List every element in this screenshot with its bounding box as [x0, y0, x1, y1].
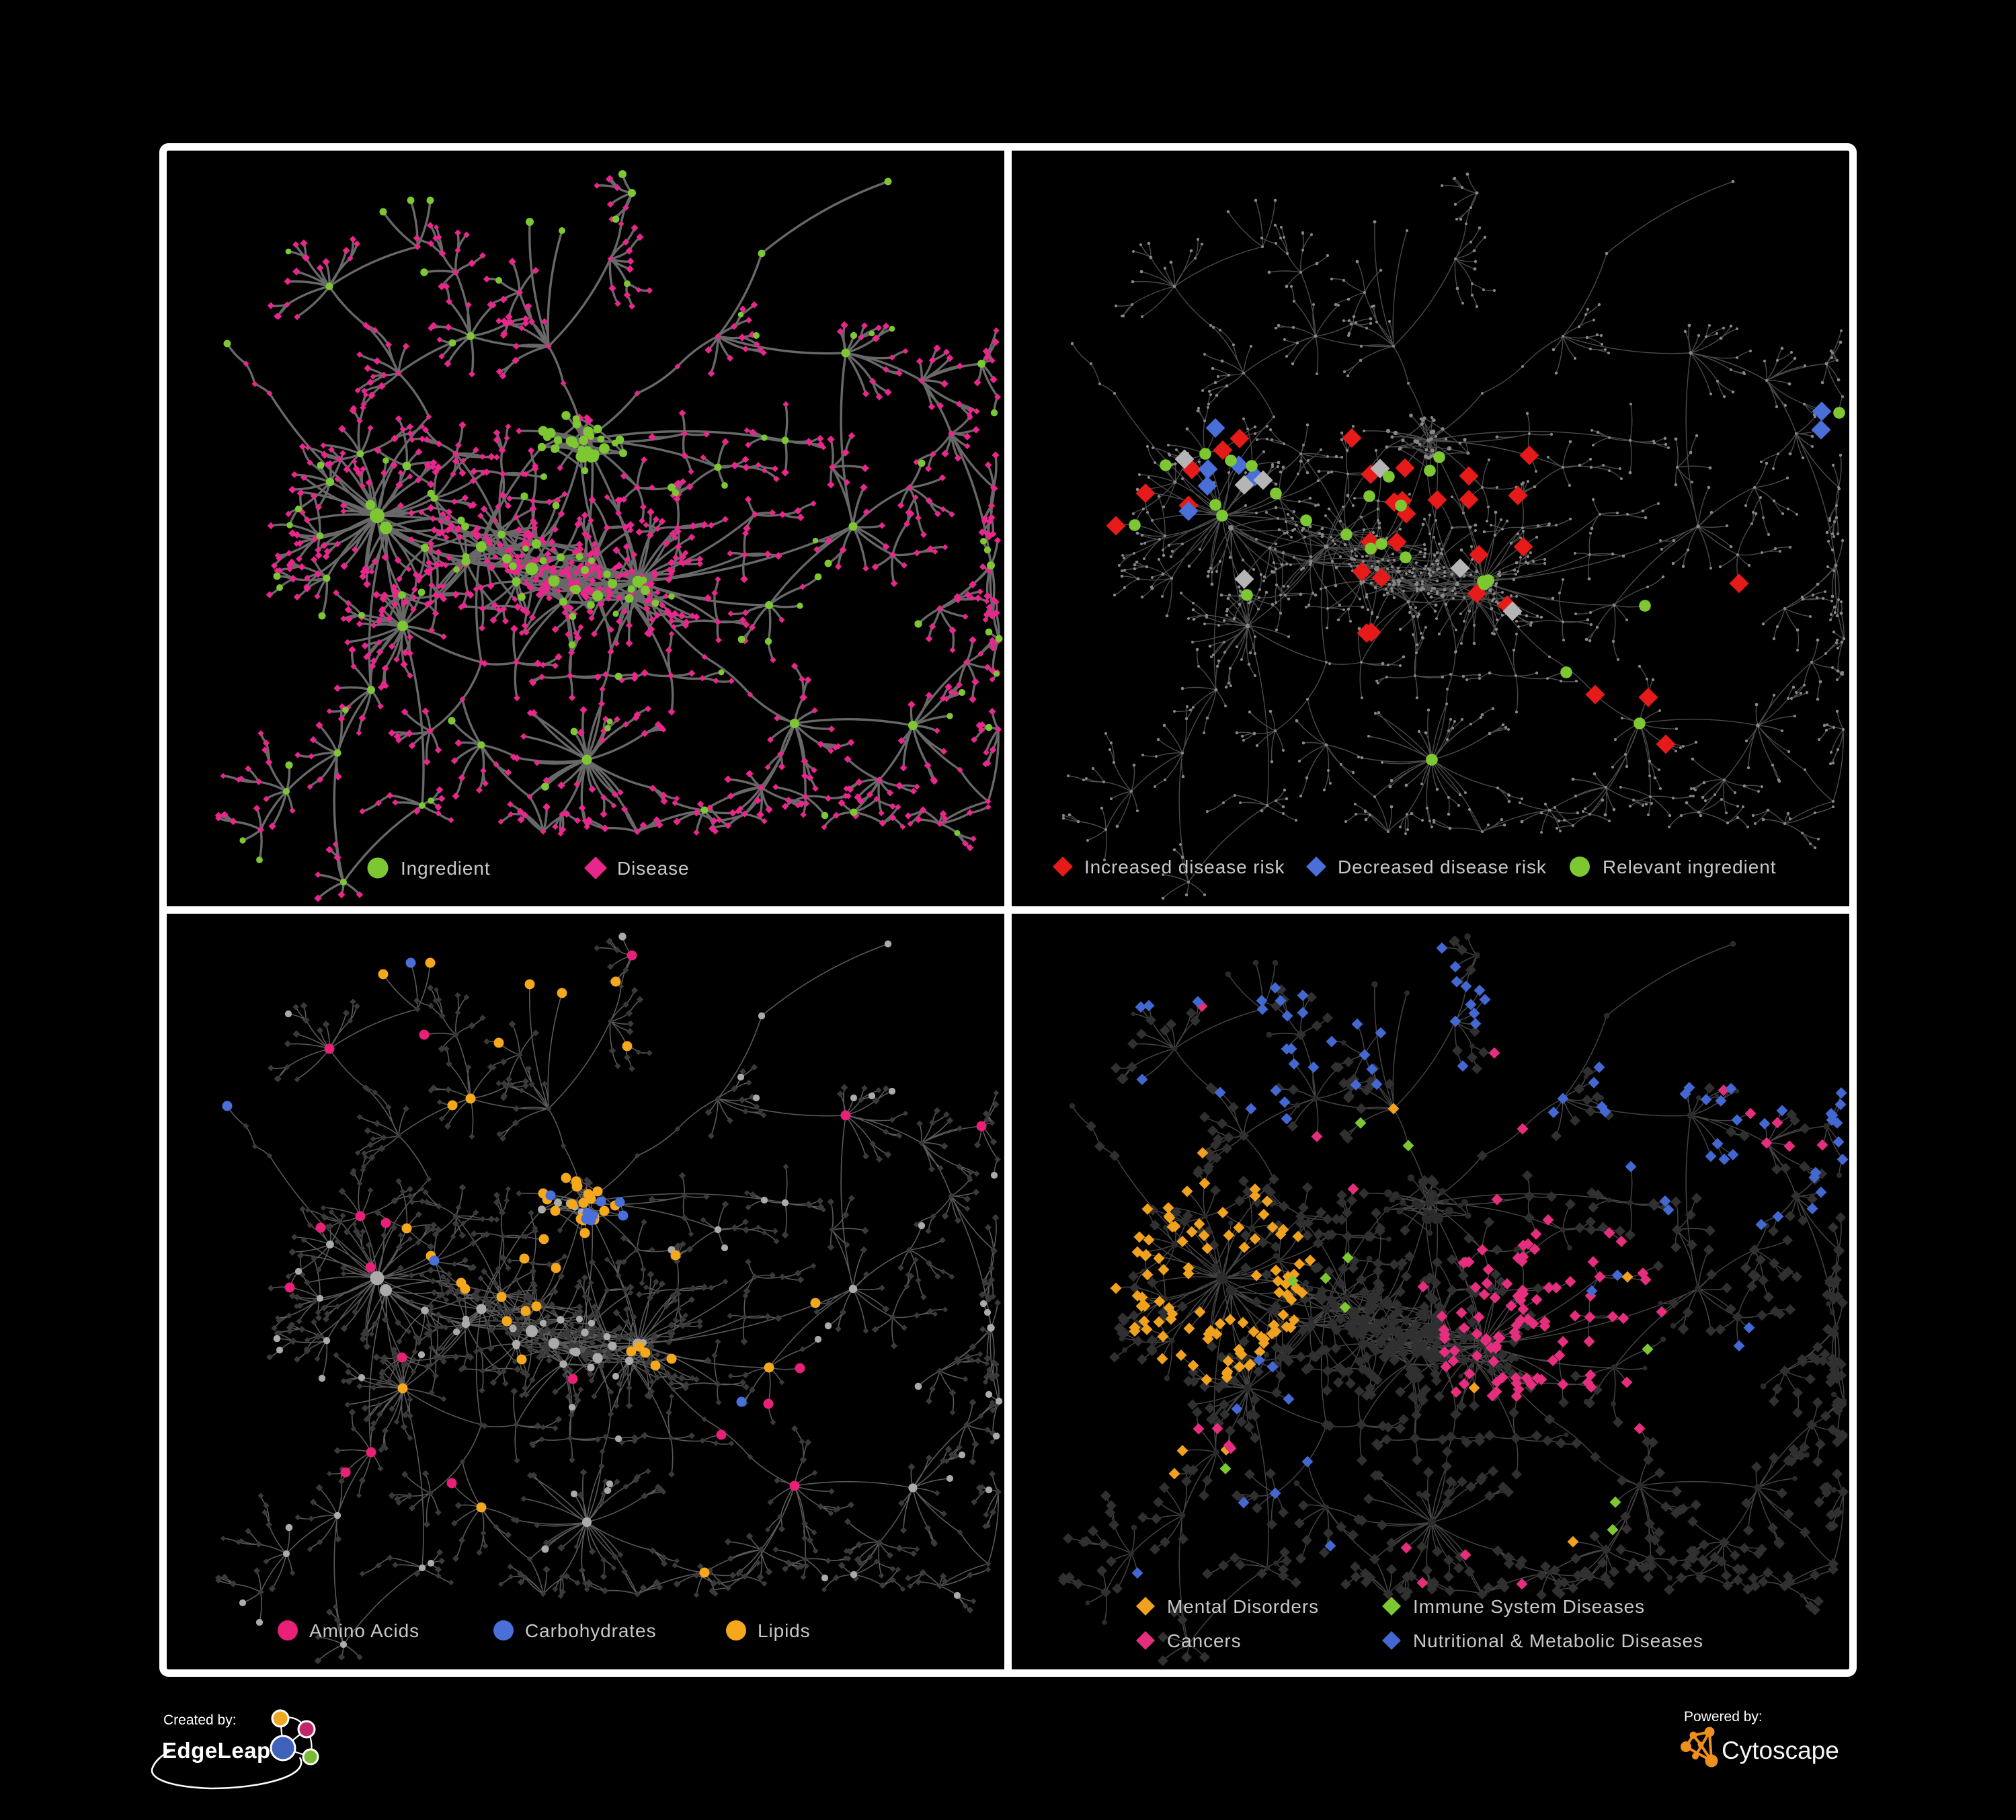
- svg-text:Lipids: Lipids: [758, 1620, 811, 1641]
- svg-text:Cancers: Cancers: [1167, 1630, 1242, 1651]
- svg-text:Ingredient: Ingredient: [401, 858, 491, 879]
- svg-text:Decreased disease risk: Decreased disease risk: [1338, 857, 1547, 877]
- svg-text:Powered by:: Powered by:: [1684, 1709, 1763, 1725]
- svg-text:Cytoscape: Cytoscape: [1722, 1737, 1839, 1764]
- svg-text:Increased disease risk: Increased disease risk: [1084, 857, 1285, 877]
- svg-text:Carbohydrates: Carbohydrates: [525, 1620, 656, 1641]
- svg-text:Created by:: Created by:: [163, 1712, 237, 1728]
- svg-text:Nutritional & Metabolic Diseas: Nutritional & Metabolic Diseases: [1413, 1630, 1703, 1651]
- svg-text:EdgeLeap: EdgeLeap: [162, 1738, 271, 1763]
- svg-text:Amino Acids: Amino Acids: [309, 1620, 419, 1641]
- svg-text:Immune System Diseases: Immune System Diseases: [1413, 1596, 1645, 1617]
- svg-text:Mental Disorders: Mental Disorders: [1167, 1596, 1319, 1617]
- svg-text:Relevant ingredient: Relevant ingredient: [1603, 857, 1776, 877]
- svg-text:Disease: Disease: [617, 858, 689, 879]
